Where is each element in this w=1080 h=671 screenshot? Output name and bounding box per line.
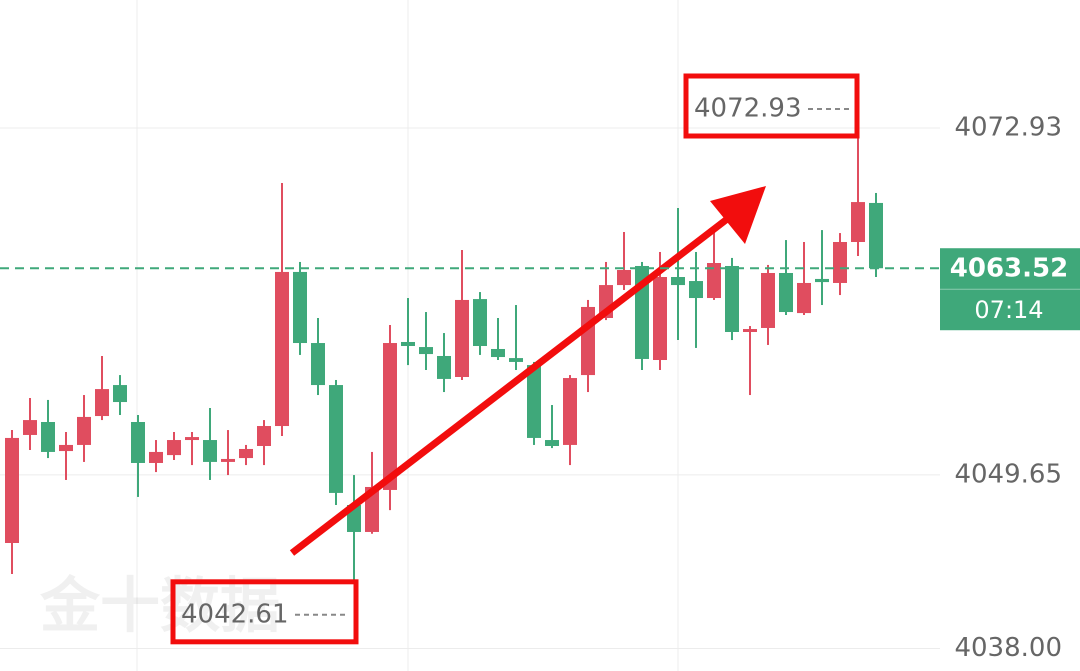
candle-body (257, 426, 271, 446)
candle-body (797, 282, 811, 314)
candle-body (221, 458, 235, 462)
candle-body (437, 355, 451, 379)
candle-body (473, 299, 487, 347)
candle-body (563, 378, 577, 445)
candle-body (833, 241, 847, 283)
annotation-box (170, 579, 359, 645)
candle-body (815, 278, 829, 283)
candle-body (113, 385, 127, 403)
candle-body (689, 281, 703, 299)
candle-body (671, 277, 685, 286)
candle-body (707, 263, 721, 299)
candle-body (491, 348, 505, 358)
trend-arrow (289, 186, 766, 556)
candle-body (581, 306, 595, 376)
candle-body (203, 440, 217, 462)
candle-body (455, 299, 469, 377)
candle-body (725, 265, 739, 332)
countdown: 07:14 (974, 296, 1043, 324)
candle-body (131, 422, 145, 463)
current-price: 4063.52 (950, 254, 1068, 284)
annotation-label: 4042.61 (181, 599, 289, 629)
candle-body (743, 329, 757, 332)
arrow-line (289, 210, 738, 556)
candle-body (779, 272, 793, 313)
arrow-head (710, 186, 766, 244)
candle-body (851, 202, 865, 242)
candle-body (653, 277, 667, 361)
y-tick-label: 4038.00 (954, 633, 1062, 663)
candle-body (401, 341, 415, 347)
candle-body (95, 389, 109, 417)
candle-body (239, 448, 253, 459)
annotation-box (683, 73, 860, 139)
candle-body (23, 420, 37, 435)
candle-body (167, 440, 181, 456)
plot (0, 127, 940, 649)
y-tick-label: 4049.65 (954, 459, 1062, 489)
candle-body (617, 270, 631, 286)
candle-body (311, 343, 325, 386)
candle-body (329, 385, 343, 493)
price-box (940, 248, 1080, 331)
candle-body (419, 347, 433, 355)
candle-body (527, 365, 541, 438)
candle-body (185, 437, 199, 441)
candle-body (59, 444, 73, 452)
candle-body (545, 440, 559, 446)
candle-body (41, 422, 55, 452)
candle-body (275, 271, 289, 427)
candle-body (761, 272, 775, 328)
candle-body (77, 416, 91, 445)
candle-body (149, 451, 163, 463)
candle-body (383, 343, 397, 490)
candle-body (5, 437, 19, 543)
candle-body (293, 271, 307, 344)
candle-body (509, 358, 523, 362)
y-tick-label: 4072.93 (954, 113, 1062, 143)
annotation-label: 4072.93 (694, 94, 802, 124)
candle-body (869, 202, 883, 269)
